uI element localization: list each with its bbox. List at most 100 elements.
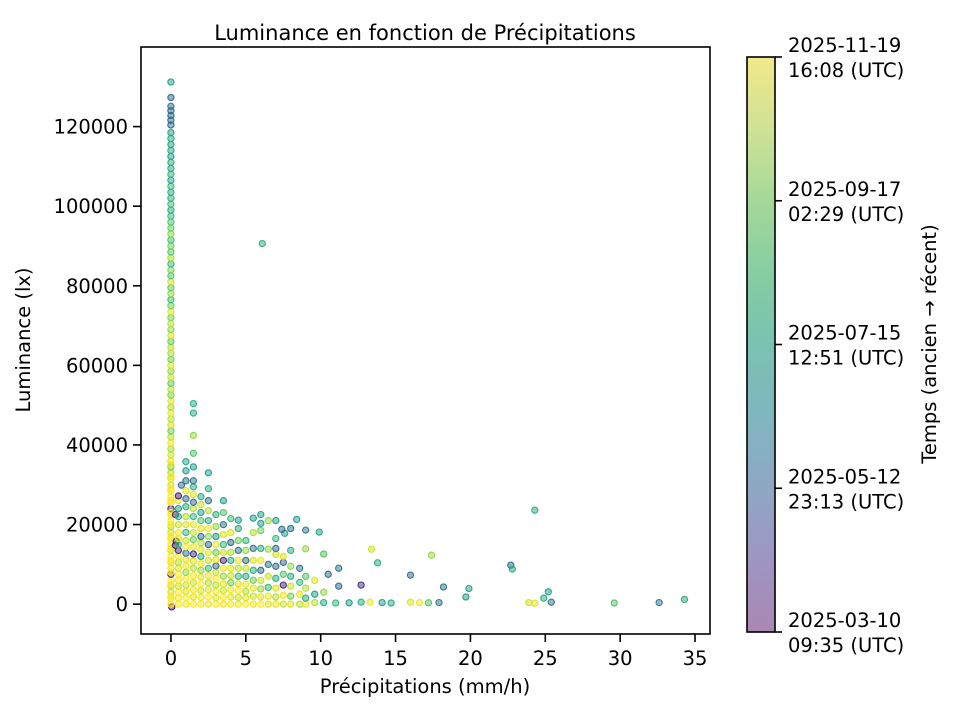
scatter-point (257, 556, 265, 565)
y-tick-label: 120000 (54, 116, 128, 139)
scatter-point (296, 600, 304, 608)
scatter-point (311, 590, 319, 598)
scatter-point (182, 467, 190, 475)
scatter-point (167, 433, 175, 441)
scatter-point (302, 584, 310, 592)
scatter-point (272, 544, 280, 553)
scatter-point (167, 254, 175, 262)
scatter-point (204, 469, 213, 477)
scatter-point (204, 532, 213, 541)
scatter-point (212, 575, 220, 583)
scatter-point (234, 524, 242, 533)
scatter-point (234, 600, 242, 608)
scatter-point (167, 140, 175, 149)
colorbar-tick-label: 02:29 (UTC) (788, 203, 904, 226)
scatter-point (315, 528, 323, 536)
scatter-point (182, 536, 190, 545)
scatter-point (257, 526, 265, 535)
scatter-point (257, 576, 265, 584)
scatter-point (204, 600, 213, 608)
scatter-point (182, 549, 190, 557)
scatter-point (197, 508, 205, 517)
scatter-point (531, 506, 539, 514)
scatter-point (197, 552, 205, 561)
scatter-point (242, 580, 250, 588)
scatter-point (279, 558, 287, 567)
scatter-point (167, 439, 175, 447)
scatter-point (174, 576, 183, 584)
chart-dynamic-layer: 0 5 10 15 20 25 30 35 0 20000 40000 60000 80000 10000… (54, 34, 905, 670)
x-tick-label: 25 (533, 647, 558, 670)
scatter-point (242, 600, 250, 608)
scatter-point (204, 516, 213, 525)
scatter-point (167, 290, 175, 298)
scatter-point (257, 544, 265, 553)
scatter-point (212, 532, 220, 541)
scatter-point (189, 498, 198, 506)
y-tick-label: 20000 (66, 514, 128, 537)
scatter-point (167, 580, 175, 588)
y-tick-label: 40000 (66, 434, 128, 457)
scatter-point (302, 600, 310, 608)
scatter-point (242, 556, 250, 565)
scatter-point (234, 572, 242, 580)
scatter-point (204, 506, 213, 515)
scatter-point (257, 510, 265, 519)
scatter-point (177, 481, 186, 489)
scatter-point (249, 544, 257, 553)
scatter-point (174, 504, 183, 513)
scatter-point (424, 599, 433, 607)
scatter-point (249, 600, 257, 608)
scatter-point (427, 551, 436, 559)
colorbar-tick-label: 16:08 (UTC) (788, 59, 904, 82)
scatter-point (219, 548, 228, 557)
x-tick-label: 20 (458, 647, 483, 670)
scatter-point (279, 552, 287, 561)
x-tick-label: 30 (608, 647, 633, 670)
scatter-point (182, 587, 190, 596)
scatter-point (204, 485, 213, 493)
scatter-point (197, 566, 205, 574)
scatter-point (465, 584, 473, 593)
scatter-point (189, 579, 198, 587)
scatter-point (167, 134, 175, 143)
scatter-point (212, 600, 220, 608)
scatter-point (167, 379, 175, 387)
scatter-point (189, 543, 198, 551)
scatter-point (227, 586, 235, 594)
scatter-point (249, 566, 257, 574)
scatter-point (680, 595, 689, 604)
scatter-point (167, 248, 175, 256)
scatter-point (212, 594, 220, 602)
scatter-point (167, 349, 175, 358)
scatter-point (227, 548, 235, 557)
scatter-point (204, 593, 213, 601)
scatter-point (189, 463, 198, 471)
scatter-point (242, 536, 250, 545)
scatter-point (167, 182, 175, 190)
scatter-point (167, 152, 175, 161)
scatter-point (234, 536, 242, 545)
scatter-points (167, 78, 689, 611)
y-axis-ticks: 0 20000 40000 60000 80000 100000 120000 (54, 116, 141, 616)
scatter-point (167, 296, 175, 304)
scatter-point (174, 520, 183, 529)
scatter-point (204, 540, 213, 549)
scatter-point (174, 540, 183, 549)
scatter-point (406, 598, 415, 606)
scatter-point (174, 594, 183, 602)
scatter-point (174, 600, 183, 608)
scatter-point (167, 206, 175, 214)
scatter-point (272, 593, 280, 601)
scatter-point (197, 573, 205, 581)
scatter-point (189, 600, 198, 608)
scatter-point (227, 571, 235, 580)
colorbar-tick-label: 2025-05-12 (788, 465, 901, 488)
scatter-point (234, 593, 242, 602)
scatter-point (302, 594, 310, 602)
scatter-point (167, 146, 175, 155)
scatter-point (249, 592, 257, 600)
scatter-point (167, 568, 175, 576)
